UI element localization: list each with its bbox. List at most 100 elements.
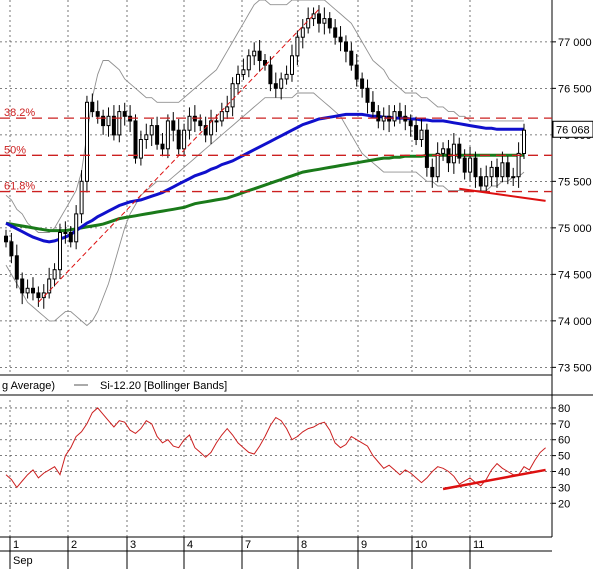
candle-body [225, 106, 230, 113]
fibonacci-level-label: 50% [4, 144, 26, 156]
candle-body [511, 176, 516, 179]
candle-body [149, 125, 154, 136]
candle-body [230, 83, 235, 108]
price-overlays: 38.2% 50% 61.8% [0, 8, 552, 303]
candle-body [198, 120, 203, 127]
legend-label-bollinger: Si-12.20 [Bollinger Bands] [100, 380, 227, 392]
indicator-axis-label: 50 [558, 451, 570, 463]
candle-body [9, 241, 14, 257]
indicator-axis-label: 40 [558, 467, 570, 479]
last-price-box [552, 120, 593, 138]
candle-body [144, 134, 149, 141]
short-moving-average-line [5, 112, 524, 244]
candle-body [327, 18, 332, 29]
candle-body [360, 78, 365, 89]
candle-body [489, 166, 494, 178]
candle-body [236, 73, 240, 85]
candle-body [79, 180, 84, 215]
indicator-grid [0, 400, 552, 537]
candle-body [165, 120, 170, 150]
x-axis-day-label: 7 [245, 539, 251, 551]
candle-body [138, 139, 143, 159]
candle-body [106, 115, 111, 127]
candle-body [365, 87, 370, 103]
candle-body [268, 64, 273, 85]
candle-body [284, 73, 289, 80]
x-axis-month-label: Sep [13, 555, 33, 567]
candle-body [370, 101, 375, 113]
legend-label-moving-average: g Average) [2, 380, 55, 392]
candle-body [300, 27, 305, 38]
candle-body [414, 125, 419, 140]
candle-body [392, 111, 397, 122]
support-trendline [459, 187, 546, 202]
x-axis-day-label: 10 [415, 539, 427, 551]
indicator-line [5, 407, 546, 489]
candle-body [441, 148, 446, 154]
price-candles [4, 5, 526, 309]
candle-body [376, 111, 381, 122]
candle-body [279, 78, 284, 89]
x-axis-day-label: 3 [130, 539, 136, 551]
candle-body [322, 18, 327, 24]
candle-body [246, 55, 251, 71]
fibonacci-level-label: 38.2% [4, 107, 35, 119]
price-axis-label: 73 500 [558, 362, 592, 374]
candle-body [85, 101, 89, 182]
candle-body [52, 269, 57, 280]
candle-body [349, 50, 354, 66]
candle-body [505, 162, 510, 178]
candle-body [333, 27, 338, 38]
candle-body [338, 36, 343, 43]
candle-body [58, 232, 62, 271]
x-axis-day-label: 11 [473, 539, 484, 551]
channel-trendline [38, 8, 320, 303]
candle-body [122, 111, 127, 117]
indicator-axis-label: 30 [558, 482, 570, 494]
fibonacci-level-label: 61.8% [4, 181, 35, 193]
candle-body [133, 120, 138, 159]
candle-body [252, 50, 257, 57]
candle-body [155, 125, 160, 145]
price-grid [0, 0, 553, 537]
x-axis-day-label: 2 [71, 539, 77, 551]
candle-body [295, 36, 300, 57]
candle-body [63, 232, 68, 234]
candle-body [435, 152, 440, 178]
candle-body [317, 13, 321, 24]
candle-body [516, 152, 521, 178]
candle-body [117, 111, 122, 136]
indicator-axis-label: 70 [558, 419, 570, 431]
candle-body [290, 55, 294, 75]
price-axis-label: 74 500 [558, 269, 592, 281]
candle-body [31, 287, 35, 294]
candle-body [111, 115, 116, 136]
candle-body [462, 157, 467, 173]
x-axis-day-label: 4 [187, 539, 193, 551]
candle-body [484, 176, 489, 187]
candle-body [522, 129, 526, 154]
candle-body [500, 162, 505, 178]
candle-body [397, 111, 402, 117]
x-axis-day-label: 8 [301, 539, 307, 551]
indicator-axis-label: 80 [558, 403, 570, 415]
candle-body [344, 41, 348, 52]
x-axis-day-label: 1 [13, 539, 19, 551]
candle-body [354, 64, 359, 80]
candle-body [419, 129, 424, 140]
candle-body [241, 69, 246, 76]
candle-body [457, 143, 462, 159]
candle-body [14, 255, 19, 280]
candle-body [478, 176, 483, 187]
candle-body [187, 115, 192, 131]
candle-body [171, 120, 176, 131]
price-axis-label: 75 000 [558, 223, 592, 235]
indicator-y-axis: 80 70 60 50 40 30 20 [552, 403, 570, 510]
candle-body [90, 101, 95, 113]
indicator-axis-label: 20 [558, 498, 570, 510]
candle-body [68, 232, 73, 243]
candle-body [209, 120, 214, 136]
bollinger-band-line [5, 92, 525, 327]
